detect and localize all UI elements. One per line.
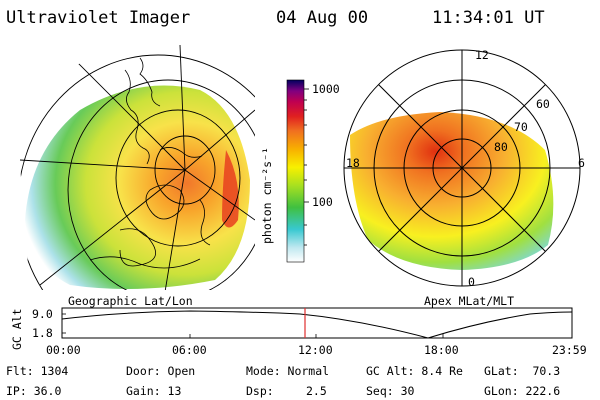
mlt-label-0: 0	[468, 275, 475, 289]
intensity-colorbar	[286, 79, 309, 263]
mlt-label-12: 12	[475, 48, 489, 62]
time-label: 11:34:01 UT	[432, 8, 545, 28]
left-panel-caption: Geographic Lat/Lon	[68, 294, 193, 308]
mlt-label-6: 6	[578, 156, 585, 170]
mode-value: Mode: Normal	[246, 364, 330, 378]
time-tick-1200: 12:00	[298, 343, 333, 357]
sequence-number: Seq: 30	[366, 384, 415, 398]
mlat-label-80: 80	[494, 140, 508, 154]
gain-value: Gain: 13	[126, 384, 182, 398]
mlat-label-70: 70	[514, 120, 528, 134]
ip-value: IP: 36.0	[6, 384, 62, 398]
dsp-value: 2.5	[306, 384, 327, 398]
mlat-label-60: 60	[536, 97, 550, 111]
geographic-image-panel	[18, 45, 255, 290]
altitude-tick-1-8: 1.8	[32, 326, 53, 340]
altitude-axis-label: GC Alt	[10, 308, 24, 350]
aurora-emission-right	[350, 112, 554, 270]
colorbar-tick-100: 100	[312, 195, 333, 209]
dsp-label: Dsp:	[246, 384, 274, 398]
instrument-title: Ultraviolet Imager	[6, 8, 191, 28]
flight-number: Flt: 1304	[6, 364, 69, 378]
door-status: Door: Open	[126, 364, 196, 378]
colorbar-unit-label: photon cm⁻²s⁻¹	[260, 147, 274, 244]
aurora-emission-left	[25, 85, 250, 289]
apex-polar-panel	[343, 49, 581, 287]
mlt-label-18: 18	[346, 156, 360, 170]
time-tick-0000: 00:00	[46, 343, 81, 357]
altitude-strip-plot	[61, 307, 573, 339]
time-tick-2359: 23:59	[552, 343, 587, 357]
time-tick-0600: 06:00	[172, 343, 207, 357]
colorbar-tick-1000: 1000	[312, 82, 340, 96]
date-label: 04 Aug 00	[276, 8, 369, 28]
right-panel-caption: Apex MLat/MLT	[424, 294, 515, 308]
gc-altitude: GC Alt: 8.4 Re	[366, 364, 463, 378]
time-tick-1800: 18:00	[424, 343, 459, 357]
geographic-longitude: GLon: 222.6	[484, 384, 561, 398]
geographic-latitude: GLat: 70.3	[484, 364, 561, 378]
altitude-curve	[61, 310, 573, 339]
altitude-tick-9: 9.0	[32, 307, 53, 321]
